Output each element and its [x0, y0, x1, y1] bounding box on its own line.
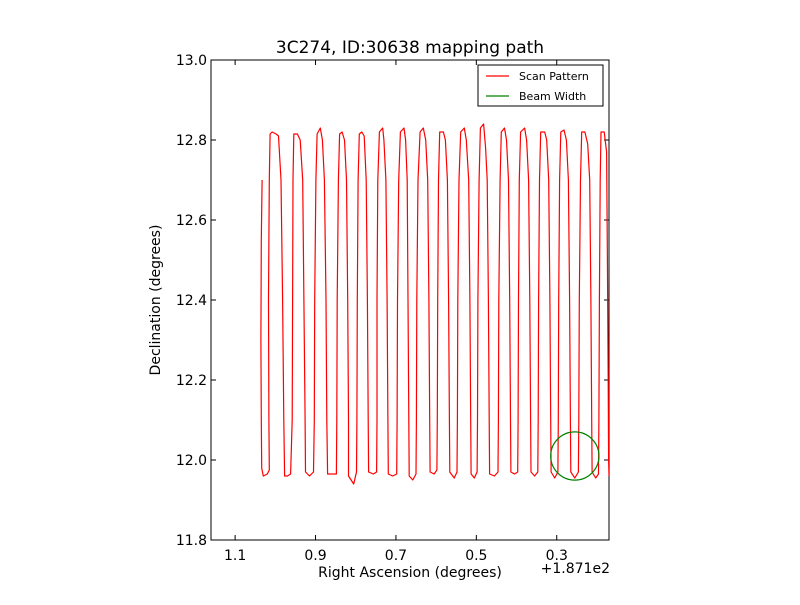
plot-area: [210, 59, 610, 541]
x-tick-label: 0.5: [465, 548, 487, 564]
x-axis-label: Right Ascension (degrees): [318, 565, 502, 581]
y-tick-label: 12.0: [176, 453, 207, 469]
x-axis-ticks: 1.1 0.9 0.7 0.5 0.3: [224, 60, 568, 564]
y-tick-label: 11.8: [176, 533, 207, 549]
y-tick-label: 12.8: [176, 133, 207, 149]
x-axis-offset-label: +1.871e2: [541, 561, 610, 577]
y-axis-label: Declination (degrees): [148, 225, 164, 376]
y-tick-label: 12.4: [176, 293, 207, 309]
y-tick-label: 12.2: [176, 373, 207, 389]
legend-label-scan-pattern: Scan Pattern: [519, 70, 589, 83]
y-tick-label: 13.0: [176, 53, 207, 69]
beam-width-circle: [550, 431, 600, 481]
x-tick-label: 0.9: [304, 548, 326, 564]
data-layer: [260, 123, 609, 485]
legend-label-beam-width: Beam Width: [519, 90, 586, 103]
x-tick-label: 0.7: [385, 548, 407, 564]
y-tick-label: 12.6: [176, 213, 207, 229]
x-tick-label: 0.3: [546, 548, 568, 564]
scan-pattern-line: [260, 123, 609, 485]
legend-box: [477, 64, 604, 107]
chart-title: 3C274, ID:30638 mapping path: [276, 38, 544, 58]
y-axis-ticks: 11.8 12.0 12.2 12.4 12.6 12.8 13.0: [176, 53, 609, 549]
x-tick-label: 1.1: [224, 548, 246, 564]
legend: Scan Pattern Beam Width: [477, 64, 604, 107]
